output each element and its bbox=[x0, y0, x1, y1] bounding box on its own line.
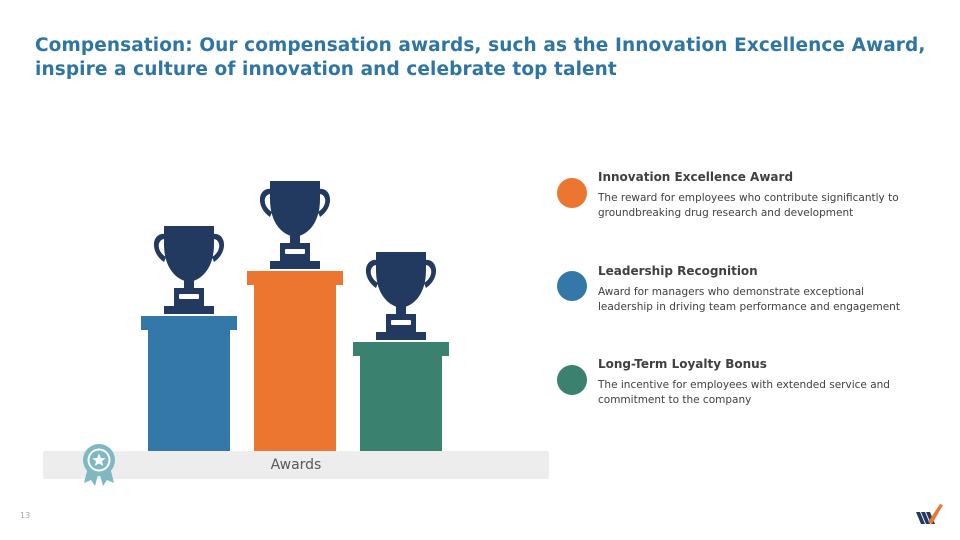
podium-base: Awards bbox=[43, 451, 549, 479]
award-badge-icon bbox=[83, 444, 115, 486]
podium-base-label: Awards bbox=[270, 457, 322, 473]
legend-title: Leadership Recognition bbox=[598, 264, 758, 278]
legend-title: Innovation Excellence Award bbox=[598, 170, 794, 184]
legend-description: Award for managers who demonstrate excep… bbox=[598, 286, 900, 313]
trophy-icon bbox=[153, 226, 225, 314]
legend-title: Long-Term Loyalty Bonus bbox=[598, 357, 767, 371]
legend-description: The reward for employees who contribute … bbox=[598, 192, 899, 219]
company-logo-icon bbox=[916, 504, 943, 524]
trophy-icon bbox=[259, 181, 331, 269]
trophy-icon bbox=[365, 252, 437, 340]
legend-description: The incentive for employees with extende… bbox=[598, 379, 890, 406]
page-number: 13 bbox=[20, 511, 31, 520]
slide-title: Compensation: Our compensation awards, s… bbox=[35, 35, 926, 80]
legend-dot-green bbox=[557, 365, 587, 395]
legend-dot-blue bbox=[557, 271, 587, 301]
legend-dot-orange bbox=[557, 178, 587, 208]
